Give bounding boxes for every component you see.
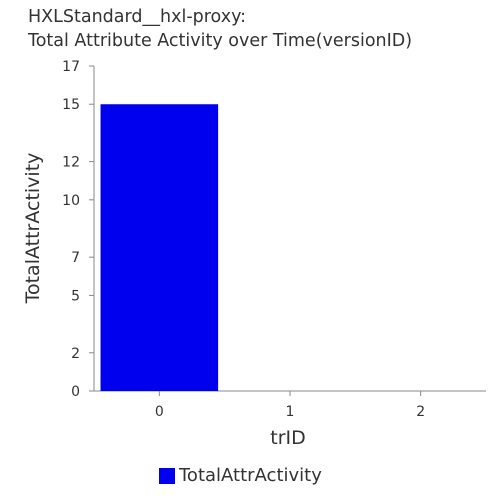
- y-axis: 0 2 5 7 10 12 15 17: [62, 59, 94, 400]
- legend: TotalAttrActivity: [159, 465, 322, 486]
- y-tick-label-0: 0: [71, 384, 80, 400]
- y-tick-label-7: 17: [62, 59, 80, 75]
- x-tick-label-0: 0: [155, 404, 164, 420]
- y-tick-label-3: 7: [71, 250, 80, 266]
- legend-label: TotalAttrActivity: [179, 465, 322, 486]
- y-tick-label-5: 12: [62, 155, 80, 171]
- bars: [101, 104, 219, 391]
- y-tick-label-6: 15: [62, 97, 80, 113]
- y-tick-label-4: 10: [62, 193, 80, 209]
- x-tick-label-1: 1: [286, 404, 295, 420]
- y-tick-label-1: 2: [71, 346, 80, 362]
- x-tick-label-2: 2: [416, 404, 425, 420]
- x-axis: 0 1 2: [94, 391, 486, 420]
- y-tick-label-2: 5: [71, 288, 80, 304]
- x-axis-label: trID: [270, 427, 306, 449]
- bar-0: [101, 104, 219, 391]
- y-axis-label: TotalAttrActivity: [22, 153, 44, 305]
- legend-swatch: [159, 468, 175, 484]
